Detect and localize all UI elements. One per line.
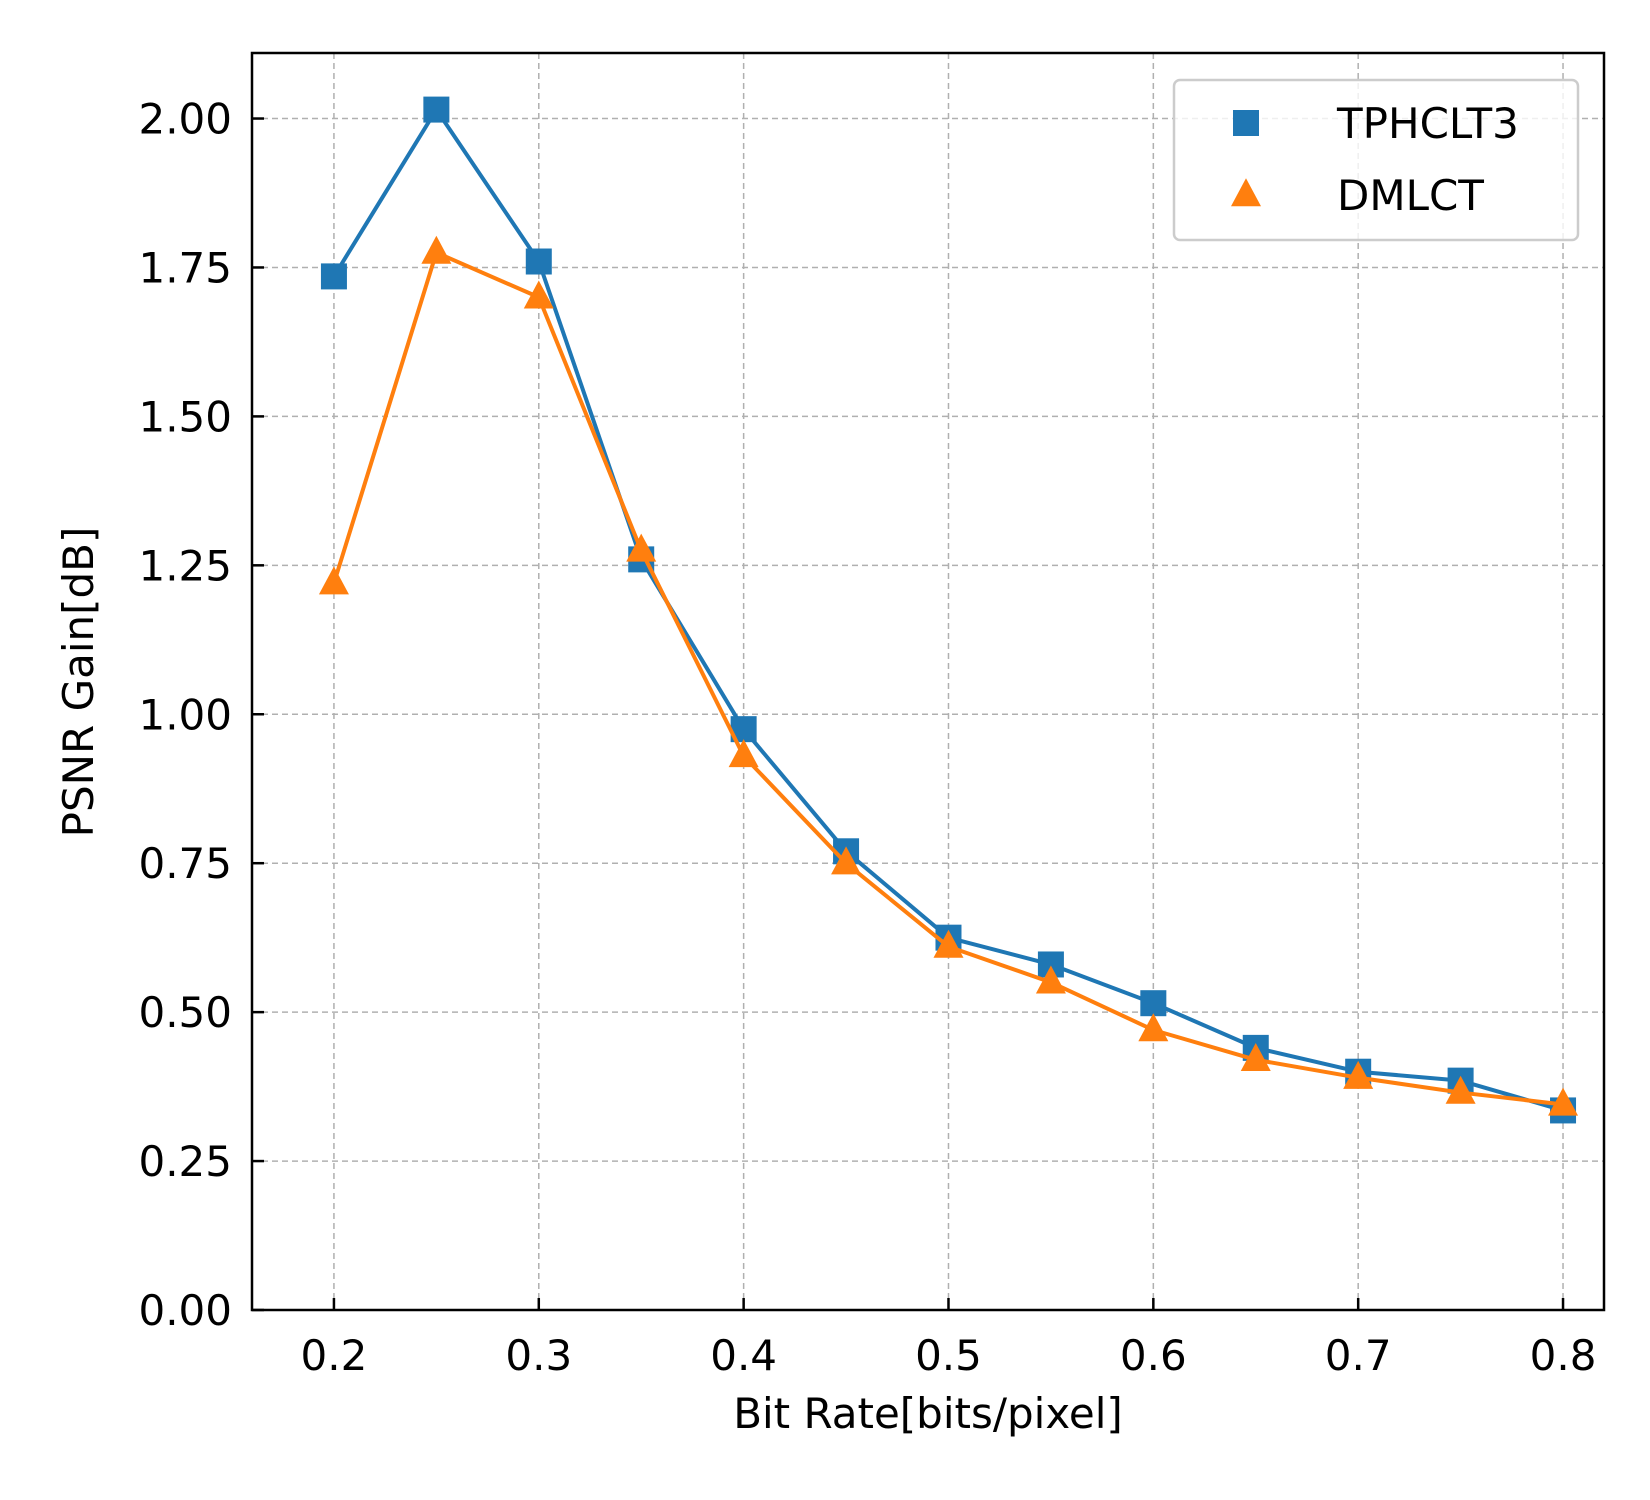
data-point-tphclt3 xyxy=(525,248,552,275)
data-point-dmlct xyxy=(1343,1060,1374,1089)
plot-frame xyxy=(250,51,1606,1312)
series-layer xyxy=(318,96,1579,1124)
legend-marker-tphclt3 xyxy=(1233,110,1259,136)
x-tick-label: 0.7 xyxy=(1325,1331,1392,1380)
data-point-tphclt3 xyxy=(320,263,347,290)
data-point-dmlct xyxy=(831,846,862,875)
y-tick-label: 1.75 xyxy=(138,243,232,292)
data-point-dmlct xyxy=(1445,1075,1476,1104)
legend-label-tphclt3: TPHCLT3 xyxy=(1336,99,1519,148)
x-tick-label: 0.8 xyxy=(1530,1331,1597,1380)
y-tick-label: 0.00 xyxy=(138,1286,232,1335)
y-tick-label: 0.25 xyxy=(138,1137,232,1186)
legend-box xyxy=(1172,78,1580,242)
data-point-dmlct xyxy=(1548,1087,1579,1116)
y-tick-label: 2.00 xyxy=(138,95,232,144)
y-tick-label: 0.50 xyxy=(138,988,232,1037)
y-tick-label: 1.50 xyxy=(138,392,232,441)
data-point-dmlct xyxy=(1240,1042,1271,1071)
y-tick-label: 1.00 xyxy=(138,690,232,739)
data-point-dmlct xyxy=(933,929,964,958)
data-point-dmlct xyxy=(421,235,452,264)
legend: TPHCLT3 DMLCT xyxy=(1172,78,1580,242)
data-point-tphclt3 xyxy=(1140,990,1167,1017)
x-tick-label: 0.3 xyxy=(505,1331,572,1380)
data-point-dmlct xyxy=(1035,965,1066,994)
legend-label-dmlct: DMLCT xyxy=(1337,171,1484,220)
x-tick-label: 0.6 xyxy=(1120,1331,1187,1380)
ticks: 0.2 0.3 0.4 0.5 0.6 0.7 0.8 0.00 0.25 0.50 0.75 1.0… xyxy=(138,95,1596,1380)
y-tick-label: 0.75 xyxy=(138,839,232,888)
legend-marker-dmlct xyxy=(1231,178,1261,207)
data-point-dmlct xyxy=(1138,1013,1169,1042)
y-axis-title: PSNR Gain[dB] xyxy=(54,527,103,838)
data-point-dmlct xyxy=(728,739,759,768)
data-point-dmlct xyxy=(318,566,349,595)
x-tick-label: 0.4 xyxy=(710,1331,777,1380)
series-dmlct xyxy=(318,235,1579,1116)
x-tick-label: 0.5 xyxy=(915,1331,982,1380)
x-axis-title: Bit Rate[bits/pixel] xyxy=(733,1389,1123,1438)
x-tick-label: 0.2 xyxy=(301,1331,368,1380)
data-point-dmlct xyxy=(523,280,554,309)
y-tick-label: 1.25 xyxy=(138,541,232,590)
data-point-dmlct xyxy=(626,533,657,562)
data-point-tphclt3 xyxy=(423,96,450,123)
